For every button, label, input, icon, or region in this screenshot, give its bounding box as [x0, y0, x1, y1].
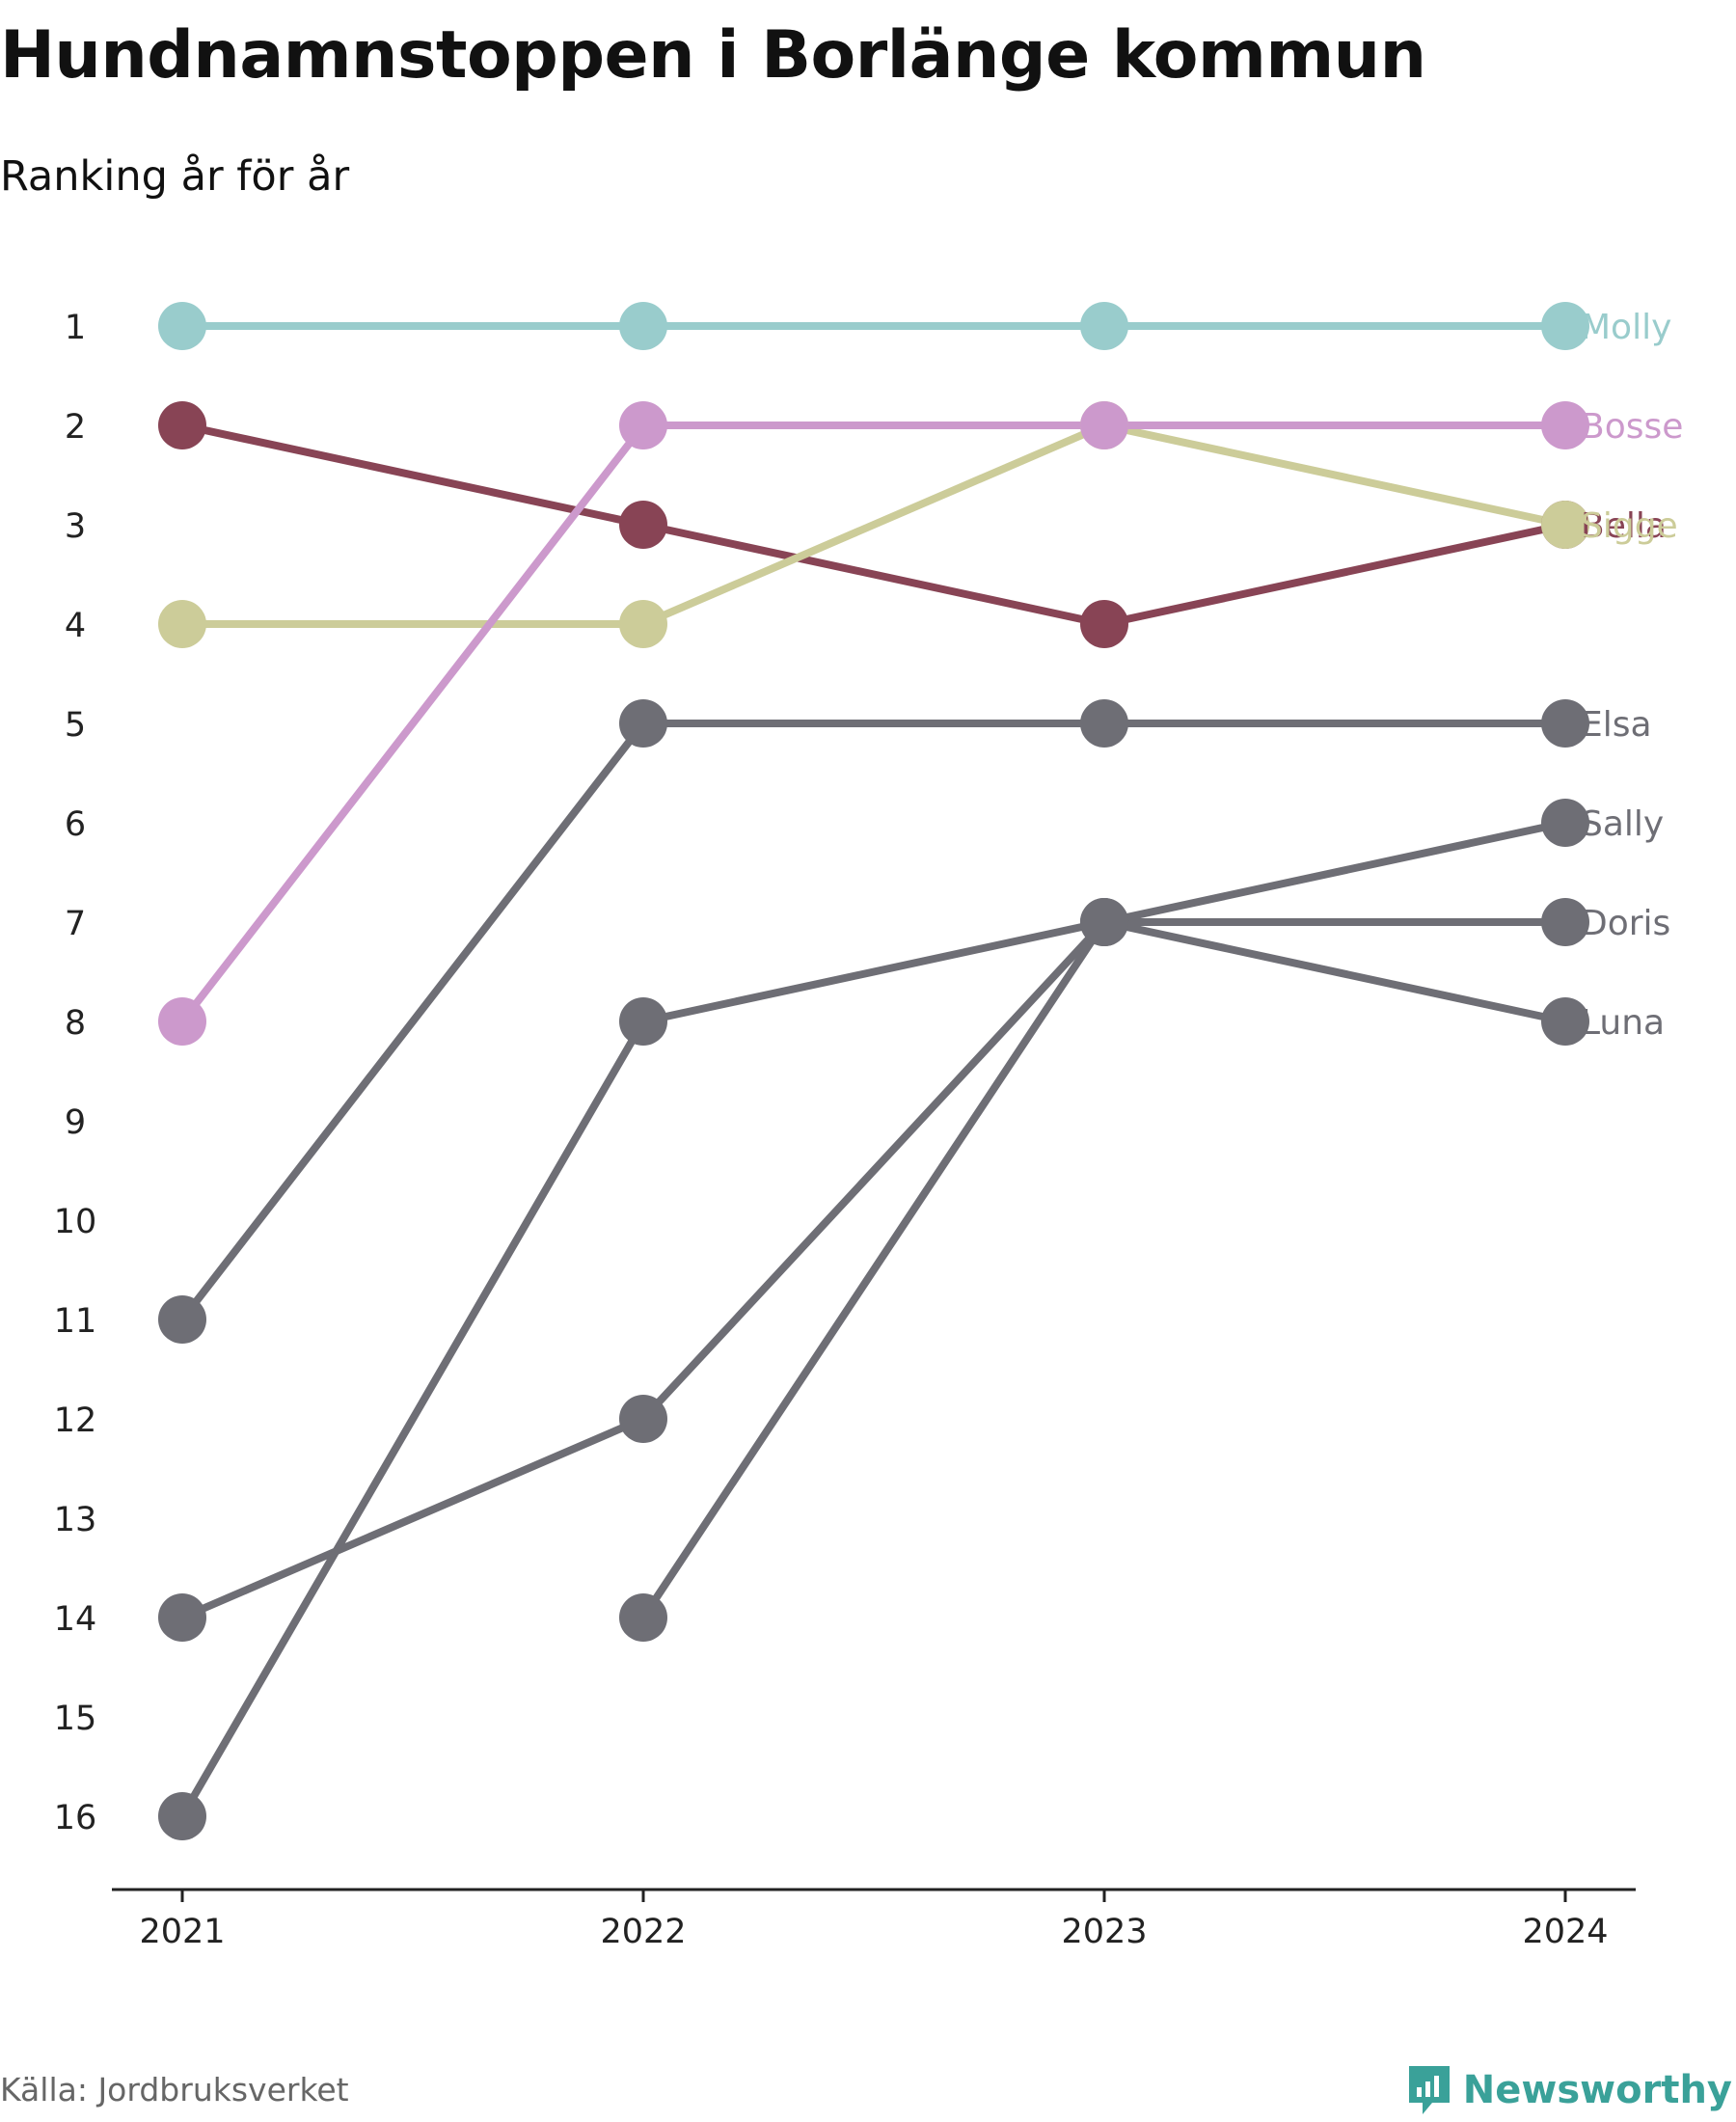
y-tick-label: 13: [54, 1501, 97, 1539]
series-label-molly: Molly: [1581, 308, 1671, 347]
y-tick-label: 2: [65, 408, 86, 447]
y-tick-label: 16: [54, 1799, 97, 1837]
y-tick-label: 6: [65, 805, 86, 844]
series-label-luna: Luna: [1581, 1003, 1665, 1043]
point-bosse-2023: [1080, 401, 1128, 449]
point-elsa-2022: [619, 699, 667, 748]
y-tick-label: 7: [65, 905, 86, 943]
series-line-doris: [178, 918, 1569, 1621]
source-note: Källa: Jordbruksverket: [0, 2071, 349, 2108]
chart-title: Hundnamnstoppen i Borlänge kommun: [0, 17, 1426, 94]
point-molly-2022: [619, 302, 667, 350]
series-label-elsa: Elsa: [1581, 705, 1652, 745]
y-tick-label: 5: [65, 706, 86, 745]
point-doris-2022: [619, 1395, 667, 1443]
series-line-sally: [178, 819, 1569, 1820]
point-sally-2022: [619, 997, 667, 1046]
y-tick-label: 12: [54, 1401, 97, 1440]
point-molly-2023: [1080, 302, 1128, 350]
point-doris-2024: [1541, 898, 1589, 946]
point-doris-2021: [158, 1593, 206, 1642]
point-sigge-2021: [158, 600, 206, 648]
point-sally-2021: [158, 1792, 206, 1840]
y-tick-label: 8: [65, 1004, 86, 1043]
series-line-bella: [178, 422, 1569, 628]
point-bella-2022: [619, 501, 667, 549]
point-sigge-2022: [619, 600, 667, 648]
series-line-elsa: [178, 720, 1569, 1323]
y-tick-label: 15: [54, 1700, 97, 1738]
point-sally-2023: [1080, 898, 1128, 946]
series-label-sigge: Sigge: [1581, 506, 1678, 546]
brand-logo[interactable]: Newsworthy: [1405, 2062, 1732, 2118]
y-tick-label: 11: [54, 1302, 97, 1341]
point-bosse-2022: [619, 401, 667, 449]
x-tick-label: 2023: [1061, 1913, 1147, 1951]
point-bosse-2024: [1541, 401, 1589, 449]
point-bella-2023: [1080, 600, 1128, 648]
point-luna-2024: [1541, 997, 1589, 1046]
y-tick-label: 10: [54, 1203, 97, 1241]
y-tick-label: 14: [54, 1600, 97, 1639]
point-molly-2024: [1541, 302, 1589, 350]
series-label-sally: Sally: [1581, 804, 1664, 844]
brand-name: Newsworthy: [1462, 2068, 1732, 2112]
point-elsa-2021: [158, 1295, 206, 1344]
x-tick-label: 2024: [1522, 1913, 1608, 1951]
point-molly-2021: [158, 302, 206, 350]
point-elsa-2023: [1080, 699, 1128, 748]
series-line-sigge: [178, 422, 1569, 628]
point-sally-2024: [1541, 799, 1589, 847]
x-tick-label: 2022: [600, 1913, 686, 1951]
y-tick-label: 9: [65, 1103, 86, 1142]
series-label-bella: Bella: [1581, 506, 1667, 546]
point-bosse-2021: [158, 997, 206, 1046]
y-tick-label: 1: [65, 309, 86, 347]
point-bella-2021: [158, 401, 206, 449]
series-label-bosse: Bosse: [1581, 407, 1683, 447]
series-line-bosse: [178, 422, 1569, 1025]
y-tick-label: 4: [65, 607, 86, 645]
point-elsa-2024: [1541, 699, 1589, 748]
y-tick-label: 3: [65, 507, 86, 546]
x-tick-label: 2021: [139, 1913, 225, 1951]
bar-chart-speech-icon: [1408, 2066, 1450, 2114]
point-luna-2022: [619, 1593, 667, 1642]
point-sigge-2024: [1541, 501, 1589, 549]
series-label-doris: Doris: [1581, 904, 1670, 943]
chart-subtitle: Ranking år för år: [0, 152, 350, 201]
